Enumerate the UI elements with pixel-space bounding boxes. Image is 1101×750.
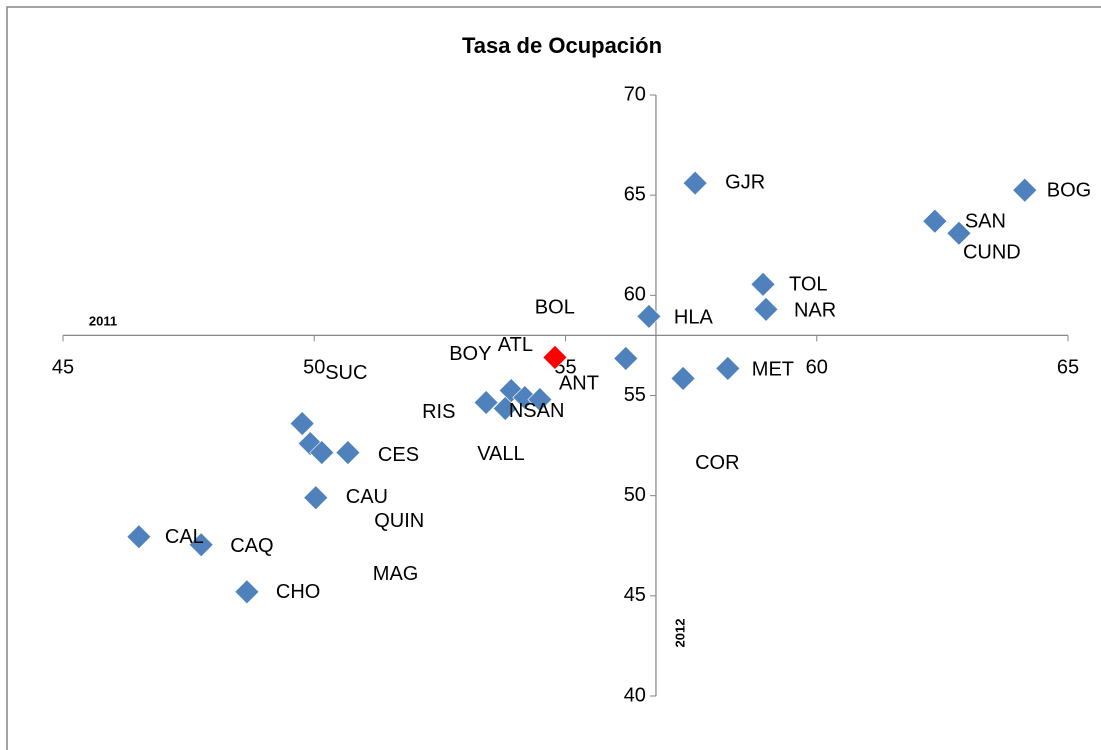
point-label: GJR [725,171,765,193]
point-label: BOL [535,297,575,319]
point-label: ANT [559,373,599,395]
chart-title: Tasa de Ocupación [462,33,662,58]
data-point [188,532,214,558]
data-point [473,390,499,415]
y-tick-label: 50 [624,484,646,506]
data-point [289,411,315,436]
point-label: SAN [965,210,1006,232]
data-point [126,524,152,550]
point-label: NAR [794,300,836,322]
data-point [492,396,518,421]
data-point [715,356,741,381]
data-point [682,170,708,196]
y-axis-title: 2012 [672,619,687,648]
point-label: CAU [346,486,388,508]
x-tick-label: 50 [303,357,325,379]
data-point [613,346,639,371]
point-label: CUND [963,242,1021,264]
data-point [512,385,538,410]
y-tick-label: 55 [624,384,646,406]
y-tick-label: 70 [624,83,646,105]
point-label: RIS [422,401,455,423]
point-label: HLA [674,307,714,329]
point-label: CES [378,444,419,466]
data-point [335,440,361,466]
data-point [234,579,260,605]
point-label: MAG [373,563,419,585]
data-point [636,303,662,329]
point-label: ATL [498,334,533,356]
x-axis-title: 2011 [89,313,117,328]
x-tick-label: 45 [52,357,74,379]
x-tick-label: 60 [806,357,828,379]
point-label: CHO [276,581,320,603]
point-label: CAL [165,526,204,548]
data-point [922,208,948,234]
point-label: NSAN [509,400,565,422]
data-point [542,345,568,370]
data-point [303,485,329,511]
data-point [946,220,972,246]
y-tick-label: 40 [624,684,646,706]
data-point [750,271,776,297]
point-label: COR [695,452,739,474]
point-label: SUC [325,362,367,384]
point-label: MET [752,359,794,381]
chart-border [6,6,1101,750]
y-tick-label: 65 [624,183,646,205]
data-point [1012,177,1038,203]
point-label: QUIN [374,510,424,532]
y-tick-label: 45 [624,584,646,606]
x-tick-label: 65 [1057,357,1079,379]
point-label: CAQ [230,535,273,557]
data-point [670,366,696,391]
data-point [527,387,553,412]
point-label: VALL [477,443,524,465]
point-label: BOG [1047,179,1091,201]
point-label: TOL [789,274,828,296]
data-point [309,440,335,466]
y-tick-label: 60 [624,284,646,306]
data-point [753,296,779,322]
point-label: BOY [449,343,491,365]
